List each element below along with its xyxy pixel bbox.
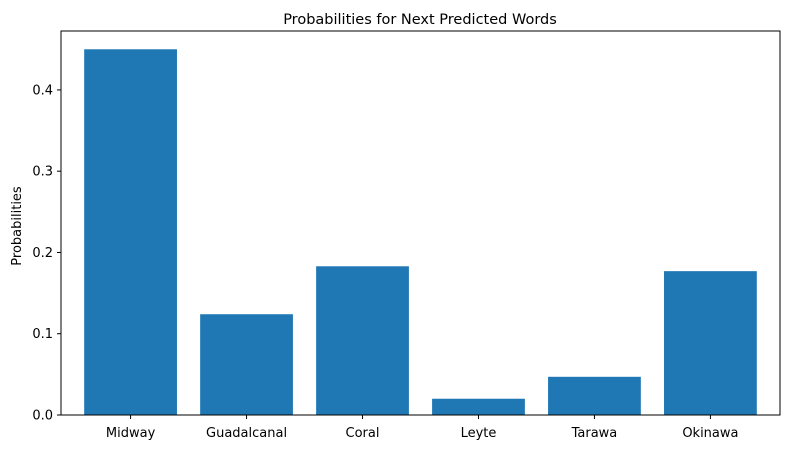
y-axis-ticks: 0.0 0.1 0.2 0.3 0.4 [32,83,61,424]
bar-okinawa [664,271,757,415]
bar-leyte [432,398,525,415]
x-tick-label: Okinawa [682,426,738,441]
bar-guadalcanal [200,314,293,415]
y-tick-label: 0.3 [32,165,53,180]
y-tick-label: 0.2 [32,246,53,261]
x-tick-label: Tarawa [571,426,618,441]
x-axis-ticks: Midway Guadalcanal Coral Leyte Tarawa Okinawa [106,415,739,441]
x-tick-label: Midway [106,426,156,441]
x-tick-label: Guadalcanal [206,426,287,441]
plot-area-frame [60,30,781,416]
bar-tarawa [548,376,641,415]
x-tick-label: Leyte [461,426,497,441]
bar-coral [316,266,409,415]
y-axis-label: Probabilities [10,186,25,266]
chart-title: Probabilities for Next Predicted Words [283,12,557,28]
bars-group [84,49,757,415]
x-tick-label: Coral [346,426,380,441]
y-tick-label: 0.1 [32,327,53,342]
y-tick-label: 0.0 [32,409,53,424]
y-tick-label: 0.4 [32,83,53,98]
bar-midway [84,49,177,415]
